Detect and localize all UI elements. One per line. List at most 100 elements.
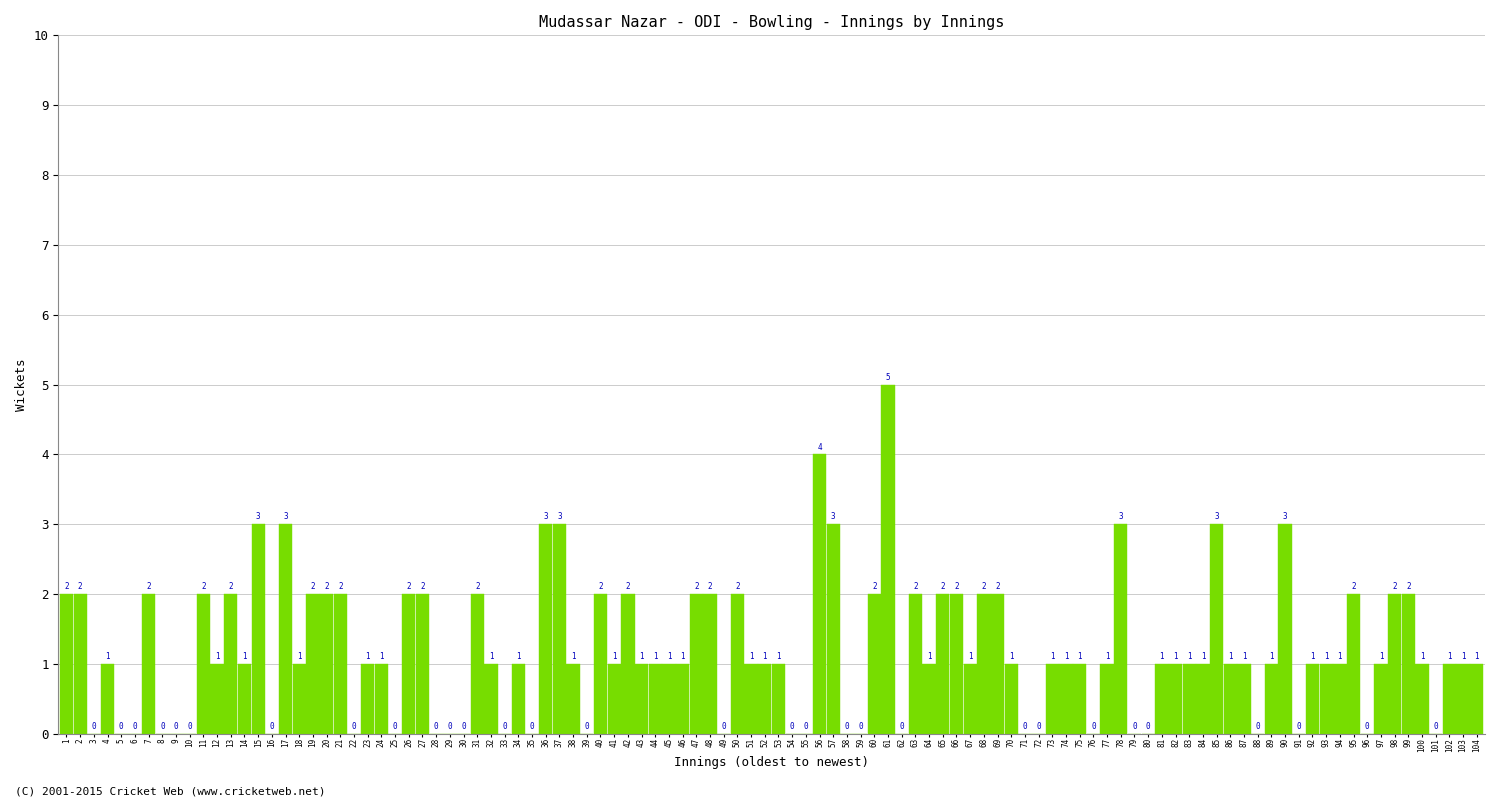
Y-axis label: Wickets: Wickets: [15, 358, 28, 411]
Text: 0: 0: [433, 722, 438, 731]
Text: 1: 1: [652, 652, 657, 661]
Text: 1: 1: [242, 652, 248, 661]
Text: 4: 4: [818, 442, 822, 452]
Bar: [60, 594, 74, 734]
Text: 1: 1: [612, 652, 616, 661]
Text: 0: 0: [1132, 722, 1137, 731]
Bar: [950, 594, 963, 734]
Bar: [1416, 664, 1428, 734]
Bar: [1374, 664, 1388, 734]
Text: 1: 1: [927, 652, 932, 661]
Bar: [196, 594, 210, 734]
Text: (C) 2001-2015 Cricket Web (www.cricketweb.net): (C) 2001-2015 Cricket Web (www.cricketwe…: [15, 786, 326, 796]
Text: 1: 1: [681, 652, 686, 661]
Text: 1: 1: [572, 652, 576, 661]
Text: 1: 1: [1010, 652, 1014, 661]
Bar: [1401, 594, 1414, 734]
Text: 0: 0: [447, 722, 452, 731]
Text: 0: 0: [1036, 722, 1041, 731]
Text: 1: 1: [214, 652, 219, 661]
Text: 1: 1: [105, 652, 110, 661]
Bar: [1155, 664, 1168, 734]
Text: 2: 2: [694, 582, 699, 591]
Text: 1: 1: [1064, 652, 1068, 661]
Text: 3: 3: [556, 513, 561, 522]
Text: 2: 2: [420, 582, 424, 591]
Bar: [648, 664, 662, 734]
Text: 1: 1: [1448, 652, 1452, 661]
Text: 1: 1: [1324, 652, 1329, 661]
Text: 2: 2: [324, 582, 328, 591]
Bar: [1264, 664, 1278, 734]
Text: 0: 0: [530, 722, 534, 731]
Text: 1: 1: [762, 652, 766, 661]
Bar: [292, 664, 306, 734]
Text: 2: 2: [406, 582, 411, 591]
Bar: [512, 664, 525, 734]
Text: 0: 0: [722, 722, 726, 731]
Text: 1: 1: [489, 652, 494, 661]
Text: 1: 1: [1106, 652, 1110, 661]
Bar: [1224, 664, 1238, 734]
Bar: [676, 664, 690, 734]
Text: 3: 3: [831, 513, 836, 522]
Bar: [922, 664, 936, 734]
Text: 1: 1: [297, 652, 302, 661]
Text: 2: 2: [735, 582, 740, 591]
Bar: [963, 664, 976, 734]
Bar: [1388, 594, 1401, 734]
Bar: [1101, 664, 1113, 734]
Bar: [1197, 664, 1209, 734]
Bar: [1334, 664, 1347, 734]
Text: 0: 0: [132, 722, 138, 731]
Text: 0: 0: [92, 722, 96, 731]
Text: 0: 0: [1296, 722, 1300, 731]
Text: 0: 0: [393, 722, 398, 731]
Text: 0: 0: [174, 722, 178, 731]
Bar: [362, 664, 375, 734]
Bar: [992, 594, 1004, 734]
Text: 2: 2: [310, 582, 315, 591]
Text: 0: 0: [1146, 722, 1150, 731]
Text: 2: 2: [1406, 582, 1410, 591]
Text: 2: 2: [981, 582, 986, 591]
Bar: [813, 454, 826, 734]
Text: 2: 2: [914, 582, 918, 591]
Text: 3: 3: [543, 513, 548, 522]
Bar: [252, 524, 266, 734]
Text: 1: 1: [1186, 652, 1191, 661]
Bar: [772, 664, 784, 734]
Text: 2: 2: [626, 582, 630, 591]
Bar: [744, 664, 758, 734]
Bar: [594, 594, 608, 734]
Text: 0: 0: [1023, 722, 1028, 731]
Bar: [471, 594, 484, 734]
Bar: [1278, 524, 1292, 734]
Text: 1: 1: [1050, 652, 1054, 661]
Bar: [320, 594, 333, 734]
Text: 1: 1: [1338, 652, 1342, 661]
Text: 2: 2: [78, 582, 82, 591]
Text: 1: 1: [366, 652, 370, 661]
Bar: [567, 664, 579, 734]
Text: 1: 1: [1378, 652, 1383, 661]
Text: 0: 0: [585, 722, 590, 731]
Bar: [621, 594, 634, 734]
Bar: [142, 594, 156, 734]
Bar: [1320, 664, 1334, 734]
Bar: [867, 594, 880, 734]
Bar: [1059, 664, 1072, 734]
Text: 2: 2: [954, 582, 958, 591]
Bar: [608, 664, 621, 734]
Text: 1: 1: [1419, 652, 1425, 661]
Bar: [224, 594, 237, 734]
Text: 1: 1: [639, 652, 644, 661]
Title: Mudassar Nazar - ODI - Bowling - Innings by Innings: Mudassar Nazar - ODI - Bowling - Innings…: [538, 15, 1005, 30]
Bar: [909, 594, 922, 734]
Bar: [1306, 664, 1318, 734]
Bar: [882, 385, 894, 734]
Bar: [238, 664, 250, 734]
X-axis label: Innings (oldest to newest): Innings (oldest to newest): [674, 756, 868, 769]
Bar: [690, 594, 703, 734]
Text: 5: 5: [885, 373, 891, 382]
